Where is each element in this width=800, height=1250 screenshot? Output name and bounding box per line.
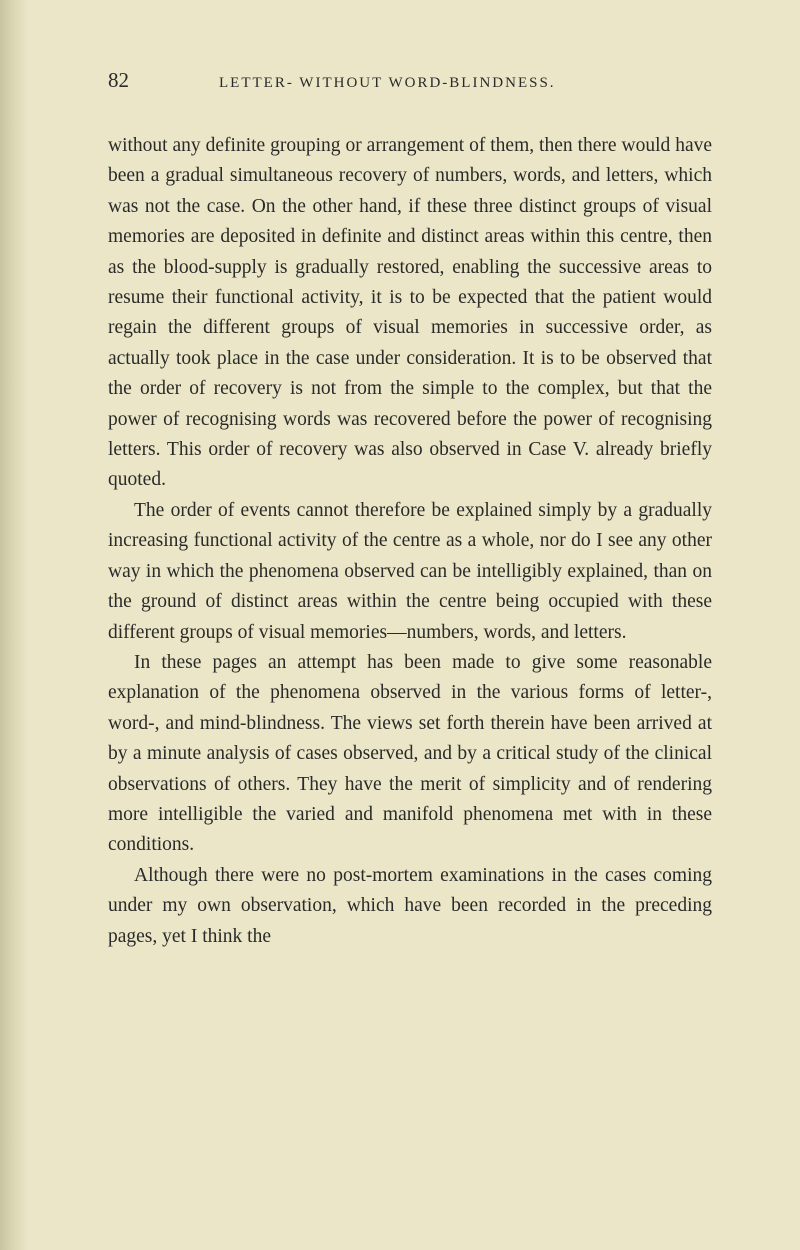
page-number: 82 [108,68,129,93]
body-text: without any definite grouping or arrange… [108,131,712,952]
paragraph-4: Although there were no post-mortem exami… [108,861,712,952]
paragraph-1: without any definite grouping or arrange… [108,131,712,496]
paragraph-3: In these pages an attempt has been made … [108,648,712,861]
document-page: 82 LETTER- WITHOUT WORD-BLINDNESS. witho… [0,0,800,1250]
paragraph-2: The order of events cannot therefore be … [108,496,712,648]
page-header: 82 LETTER- WITHOUT WORD-BLINDNESS. [108,68,712,93]
page-title: LETTER- WITHOUT WORD-BLINDNESS. [219,75,556,92]
